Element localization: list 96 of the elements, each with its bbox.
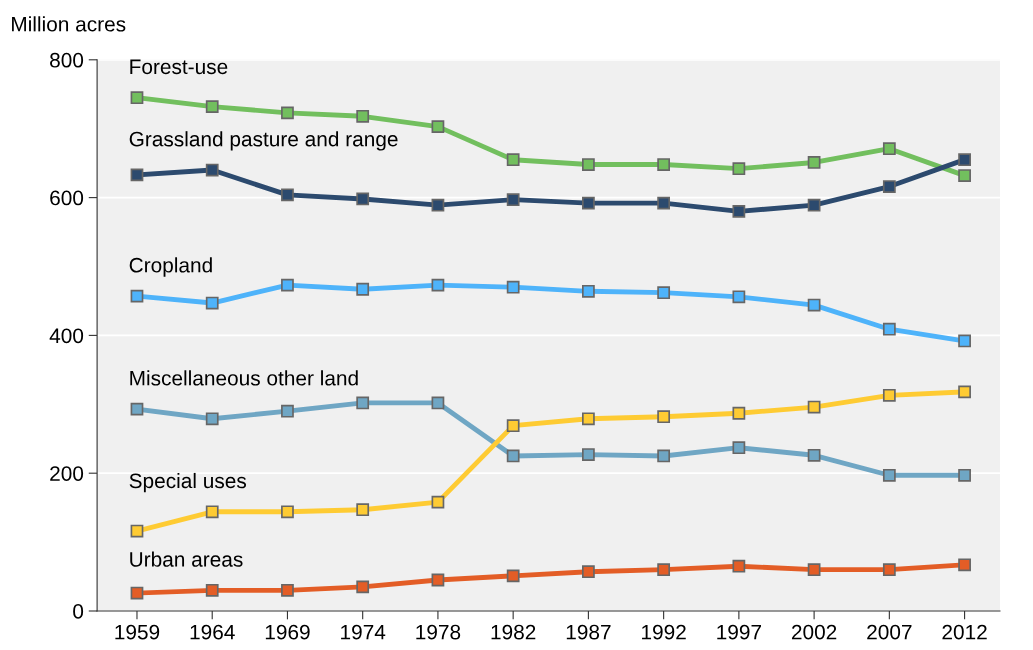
point (732, 406, 746, 420)
series-label: Cropland (129, 257, 212, 277)
point (281, 106, 294, 120)
y-axis-title: Million acres (12, 16, 126, 32)
point (431, 495, 445, 509)
point (431, 396, 445, 410)
series-label: Urban areas (130, 551, 243, 567)
point (732, 559, 746, 573)
point (506, 419, 520, 433)
point (582, 196, 595, 210)
x-tick-label: 1992 (642, 624, 686, 640)
point (882, 180, 896, 193)
x-tick-label: 2002 (791, 624, 837, 640)
point (506, 449, 520, 463)
x-tick-label: 1959 (115, 624, 160, 640)
point (582, 412, 595, 426)
point (431, 198, 445, 212)
point (882, 322, 896, 336)
point (205, 100, 219, 114)
point (807, 400, 821, 414)
point (356, 282, 370, 296)
point (582, 284, 595, 298)
y-tick-label: 800 (50, 52, 84, 68)
point (958, 468, 971, 482)
point (281, 188, 294, 202)
series-label: Forest-use (130, 59, 228, 75)
y-tick-label: 0 (73, 604, 84, 619)
x-tick-label: 1987 (566, 624, 611, 640)
series-label: Grassland pasture and range (129, 131, 398, 151)
point (205, 583, 219, 597)
point (356, 580, 370, 594)
point (431, 120, 445, 134)
point (657, 158, 671, 171)
x-tick-label: 2012 (942, 624, 987, 640)
point (582, 158, 595, 171)
point (506, 280, 520, 294)
point (732, 441, 746, 455)
point (205, 296, 219, 310)
point (431, 573, 445, 587)
x-tick-label: 2007 (867, 624, 912, 640)
x-tick-label: 1974 (341, 624, 386, 640)
point (882, 563, 896, 577)
point (281, 505, 294, 519)
x-tick-label: 1969 (265, 624, 310, 640)
x-tick-label: 1997 (717, 624, 761, 640)
point (882, 468, 896, 482)
series-label: Miscellaneous other land (130, 370, 358, 386)
point (356, 109, 370, 123)
point (130, 168, 144, 182)
point (506, 569, 520, 583)
y-tick-label: 200 (50, 466, 84, 481)
point (356, 396, 370, 410)
point (807, 298, 821, 312)
point (657, 410, 671, 424)
point (807, 198, 821, 212)
point (356, 503, 370, 517)
point (958, 334, 971, 348)
point (958, 558, 971, 572)
point (205, 412, 219, 426)
point (958, 153, 971, 167)
point (807, 563, 821, 577)
y-tick-label: 400 (49, 328, 84, 344)
x-tick-label: 1982 (491, 624, 536, 640)
x-tick-label: 1978 (416, 624, 461, 640)
point (732, 290, 746, 304)
point (882, 388, 896, 402)
point (807, 448, 821, 462)
point (205, 163, 219, 177)
point (657, 196, 671, 210)
point (657, 286, 671, 300)
point (431, 278, 445, 292)
point (130, 289, 144, 303)
point (281, 404, 294, 418)
point (506, 153, 520, 167)
x-tick-label: 1964 (190, 624, 235, 640)
point (958, 169, 971, 182)
point (130, 586, 144, 600)
point (281, 583, 294, 597)
point (506, 193, 520, 207)
point (356, 192, 370, 206)
point (732, 204, 746, 218)
point (281, 278, 294, 292)
y-tick-label: 600 (50, 190, 84, 206)
point (205, 505, 219, 519)
point (582, 565, 595, 579)
point (882, 142, 896, 156)
point (657, 563, 671, 577)
series-label: Special uses (129, 472, 247, 493)
point (807, 156, 821, 169)
point (130, 402, 144, 416)
point (732, 162, 746, 176)
point (130, 91, 144, 105)
point (130, 524, 144, 538)
point (582, 448, 595, 461)
point (657, 449, 671, 463)
point (958, 385, 971, 399)
